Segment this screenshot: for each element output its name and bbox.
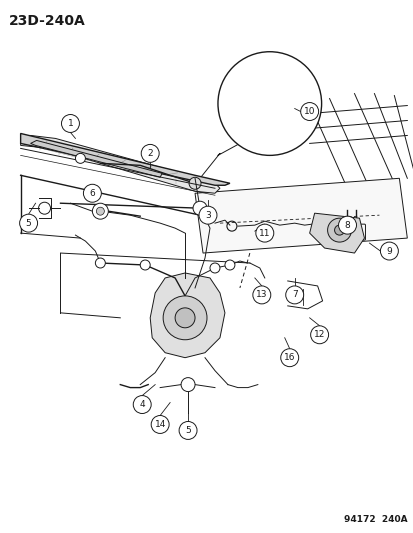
Circle shape	[75, 154, 85, 163]
Circle shape	[95, 258, 105, 268]
Text: 2: 2	[147, 149, 153, 158]
Text: 5: 5	[26, 219, 31, 228]
Circle shape	[179, 422, 197, 439]
Circle shape	[224, 260, 234, 270]
Circle shape	[217, 52, 321, 156]
Text: 9: 9	[386, 247, 391, 255]
Text: 8: 8	[344, 221, 349, 230]
Polygon shape	[195, 179, 406, 253]
Text: 23D-240A: 23D-240A	[9, 14, 85, 28]
Text: 3: 3	[204, 211, 210, 220]
Circle shape	[209, 263, 219, 273]
Polygon shape	[150, 273, 224, 358]
Circle shape	[300, 102, 318, 120]
Text: 7: 7	[291, 290, 297, 300]
Polygon shape	[21, 135, 219, 193]
Circle shape	[252, 286, 270, 304]
Text: 12: 12	[313, 330, 325, 340]
Text: 1: 1	[67, 119, 73, 128]
Circle shape	[380, 242, 397, 260]
Polygon shape	[309, 213, 363, 253]
Polygon shape	[31, 140, 162, 177]
Circle shape	[199, 206, 216, 224]
Text: 4: 4	[139, 400, 145, 409]
Polygon shape	[21, 133, 229, 185]
Circle shape	[175, 308, 195, 328]
Circle shape	[96, 207, 104, 215]
Circle shape	[338, 216, 356, 234]
Circle shape	[310, 326, 328, 344]
Circle shape	[192, 201, 206, 215]
Circle shape	[255, 224, 273, 242]
Text: 94172  240A: 94172 240A	[343, 515, 406, 524]
Circle shape	[327, 218, 351, 242]
Text: 13: 13	[256, 290, 267, 300]
Circle shape	[163, 296, 206, 340]
Circle shape	[140, 260, 150, 270]
Text: 6: 6	[89, 189, 95, 198]
Circle shape	[83, 184, 101, 202]
Text: 14: 14	[154, 420, 166, 429]
Circle shape	[189, 177, 201, 189]
Circle shape	[151, 416, 169, 433]
Circle shape	[285, 286, 303, 304]
Circle shape	[280, 349, 298, 367]
Circle shape	[92, 203, 108, 219]
Circle shape	[62, 115, 79, 133]
Circle shape	[133, 395, 151, 414]
Circle shape	[334, 225, 344, 235]
Text: 10: 10	[303, 107, 315, 116]
Circle shape	[180, 377, 195, 392]
Circle shape	[19, 214, 38, 232]
Circle shape	[141, 144, 159, 163]
Text: 16: 16	[283, 353, 295, 362]
Text: 5: 5	[185, 426, 190, 435]
Text: 11: 11	[259, 229, 270, 238]
